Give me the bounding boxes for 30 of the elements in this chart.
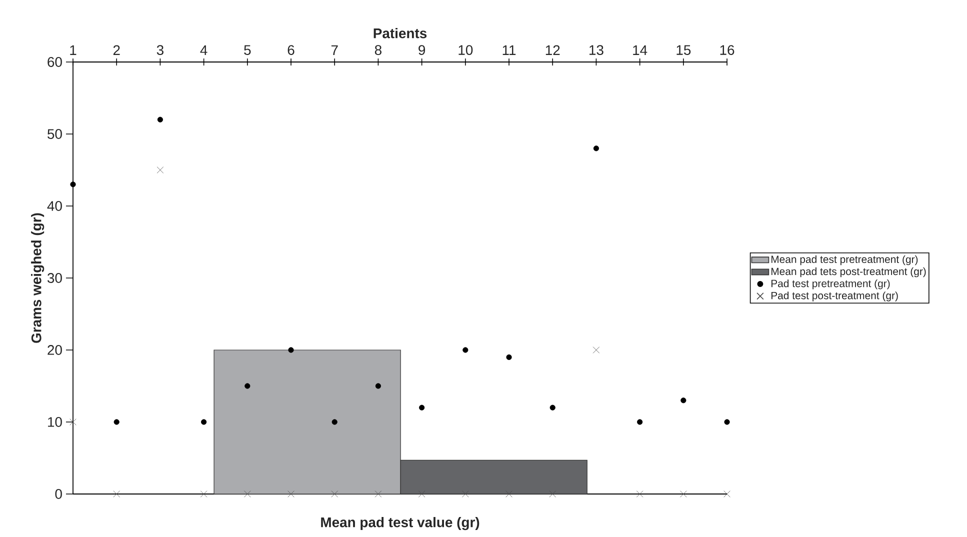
x2-tick-label: 4	[200, 45, 208, 55]
y-axis-title: Grams weighed (gr)	[31, 213, 44, 343]
x2-tick-label: 3	[156, 45, 164, 55]
y-tick-label: 50	[48, 129, 62, 139]
x2-tick-label: 12	[546, 45, 560, 55]
legend-label: Pad test pretreatment (gr)	[771, 280, 890, 290]
x2-tick-label: 9	[418, 45, 426, 55]
x2-tick-label: 5	[244, 45, 251, 55]
y-tick-label: 20	[48, 345, 62, 355]
legend-label: Mean pad tets post-treatment (gr)	[771, 267, 926, 278]
y-tick-label: 10	[48, 417, 62, 427]
y-tick-label: 60	[48, 57, 62, 67]
x2-tick-label: 13	[590, 45, 604, 55]
x2-tick-label: 1	[70, 45, 76, 55]
x2-axis-title: Patients	[374, 28, 427, 38]
x2-tick-label: 11	[502, 45, 516, 55]
x2-tick-label: 14	[633, 45, 648, 55]
y-tick-label: 0	[55, 489, 62, 499]
x2-tick-label: 15	[676, 45, 691, 55]
x2-tick-label: 8	[374, 45, 382, 55]
x2-tick-label: 2	[113, 45, 120, 55]
y-tick-label: 30	[47, 273, 62, 283]
legend-label: Pad test post-treatment (gr)	[771, 292, 898, 302]
x2-tick-label: 7	[331, 45, 338, 55]
legend-label: Mean pad test pretreatment (gr)	[771, 255, 918, 266]
x2-tick-label: 16	[720, 45, 734, 55]
y-tick-label: 40	[47, 201, 62, 211]
x-axis-title: Mean pad test value (gr)	[321, 517, 480, 530]
x2-tick-label: 6	[288, 45, 294, 55]
x2-tick-label: 10	[458, 45, 473, 55]
